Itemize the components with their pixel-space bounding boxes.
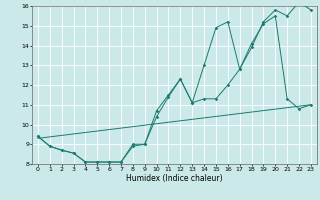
X-axis label: Humidex (Indice chaleur): Humidex (Indice chaleur) [126, 174, 223, 183]
